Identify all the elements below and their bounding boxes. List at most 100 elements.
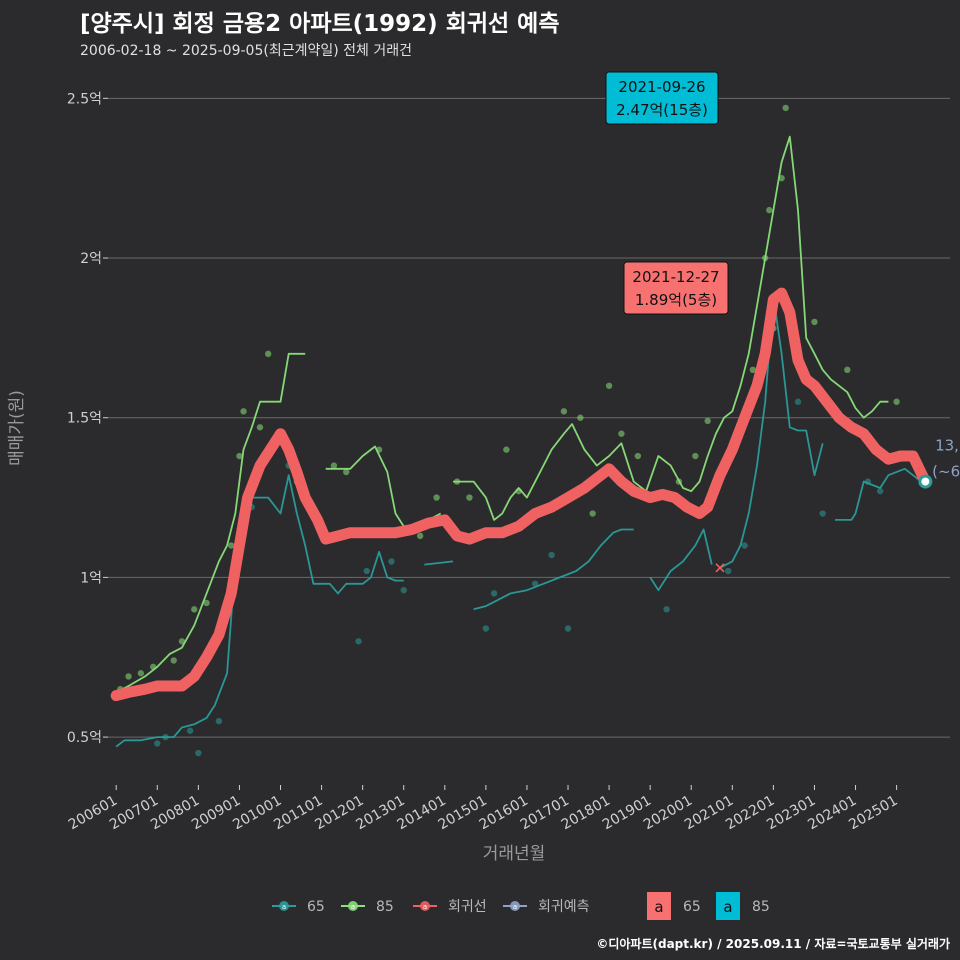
scatter-point xyxy=(433,494,440,501)
regression-cross-marker xyxy=(715,563,725,573)
scatter-point xyxy=(178,638,186,645)
series-line-65 xyxy=(424,560,454,566)
scatter-point xyxy=(400,586,407,594)
prediction-marker: 13,000 (~65㎡) xyxy=(918,437,960,489)
scatter-point xyxy=(749,366,757,374)
legend-key-glyph: a xyxy=(351,903,355,911)
scatter-point xyxy=(794,398,802,405)
annotation-box xyxy=(623,261,729,315)
scatter-point xyxy=(741,542,748,549)
scatter-point xyxy=(228,542,235,549)
legend-key-dot xyxy=(279,901,289,911)
scatter-point xyxy=(186,727,194,734)
scatter-point xyxy=(388,558,395,565)
y-tick-label: 1.5억 xyxy=(67,411,102,427)
regression-line xyxy=(110,287,931,702)
annotation-value: 2.47억(15층) xyxy=(616,101,708,119)
scatter-point xyxy=(725,567,732,575)
scatter-point xyxy=(634,452,642,460)
scatter-point xyxy=(844,366,851,374)
scatter-point xyxy=(466,494,473,501)
scatter-point xyxy=(137,670,145,677)
scatter-point xyxy=(663,606,670,613)
scatter-point xyxy=(761,254,769,262)
y-axis-ticks: 0.5억 1억 1.5억 2억 2.5억 xyxy=(67,91,108,746)
scatter-point xyxy=(893,398,900,405)
scatter-point xyxy=(170,657,177,664)
y-axis-title: 매매가(원) xyxy=(7,390,27,466)
scatter-point xyxy=(876,487,884,495)
legend-label: 65 xyxy=(307,899,325,915)
annotations: 2021-09-26 2.47억(15층) 2021-12-27 1.89억(5층) xyxy=(605,71,729,315)
scatter-point xyxy=(531,580,539,587)
series-line-65 xyxy=(115,474,404,748)
legend-key-glyph: a xyxy=(513,903,517,911)
legend-key-glyph: a xyxy=(282,903,286,911)
prediction-point xyxy=(918,474,933,489)
series-line-65 xyxy=(473,528,634,611)
scatter-point xyxy=(675,478,683,485)
scatter-point xyxy=(236,452,243,460)
chart-subtitle: 2006-02-18 ~ 2025-09-05(최근계약일) 전체 거래건 xyxy=(80,43,412,59)
legend-key-box-glyph: a xyxy=(723,898,732,916)
scatter-point xyxy=(215,717,223,725)
annotation-date: 2021-09-26 xyxy=(618,78,705,96)
credit-text: ©디아파트(dapt.kr) / 2025.09.11 / 자료=국토교통부 실… xyxy=(596,937,950,951)
scatter-point xyxy=(343,468,350,476)
scatter-point xyxy=(811,318,818,326)
legend-label: 85 xyxy=(752,899,770,915)
x-axis-title: 거래년월 xyxy=(483,844,546,864)
scatter-point xyxy=(240,408,247,415)
series-line-65 xyxy=(649,528,713,592)
grid-lines xyxy=(108,97,950,738)
legend-key-dot xyxy=(348,901,358,911)
legend-label: 회귀예측 xyxy=(538,899,590,915)
chart-title: [양주시] 회정 금용2 아파트(1992) 회귀선 예측 xyxy=(80,11,560,37)
scatter-point xyxy=(548,551,555,559)
scatter-point xyxy=(330,462,338,469)
scatter-point xyxy=(864,478,872,485)
scatter-point xyxy=(355,638,362,645)
y-tick-label: 0.5억 xyxy=(67,730,102,746)
scatter-point xyxy=(766,206,773,214)
scatter-point xyxy=(782,104,789,112)
scatter-point xyxy=(363,567,370,575)
legend-key-dot xyxy=(420,901,430,911)
legend-label: 65 xyxy=(683,899,701,915)
scatter-point xyxy=(256,424,264,431)
scatter-point xyxy=(564,625,572,632)
scatter-point xyxy=(490,590,498,597)
series-line-85 xyxy=(453,135,889,521)
scatter-point xyxy=(503,446,510,453)
scatter-point xyxy=(375,446,383,453)
scatter-point xyxy=(577,414,584,421)
scatter-point xyxy=(195,749,202,757)
scatter-point xyxy=(692,452,699,460)
y-tick-label: 1억 xyxy=(80,570,102,586)
legend-label: 85 xyxy=(376,899,394,915)
scatter-point xyxy=(453,478,461,485)
legend-key-box-glyph: a xyxy=(654,898,663,916)
scatter-point xyxy=(203,599,210,607)
y-tick-label: 2억 xyxy=(80,251,102,267)
prediction-area: (~65㎡) xyxy=(932,463,960,481)
scatter-point xyxy=(154,740,161,747)
legend: a 65 a 85 a 회귀선 a 회귀예측 a 65 a 85 xyxy=(272,892,770,920)
scatter-point xyxy=(605,382,613,389)
scatter-point xyxy=(704,417,711,425)
y-tick-label: 2.5억 xyxy=(67,91,102,107)
legend-key-glyph: a xyxy=(423,903,427,911)
x-axis-ticks: 2006012007012008012009012010012011012012… xyxy=(66,785,901,833)
scatter-points xyxy=(117,104,900,757)
annotation-date: 2021-12-27 xyxy=(632,268,719,286)
prediction-value: 13,000 xyxy=(935,437,960,455)
series-lines xyxy=(115,135,922,748)
scatter-point xyxy=(264,350,272,358)
scatter-point xyxy=(778,174,785,182)
scatter-point xyxy=(482,625,490,632)
scatter-point xyxy=(618,430,625,437)
scatter-point xyxy=(125,673,132,680)
scatter-point xyxy=(191,606,198,613)
annotation-box xyxy=(605,71,719,125)
